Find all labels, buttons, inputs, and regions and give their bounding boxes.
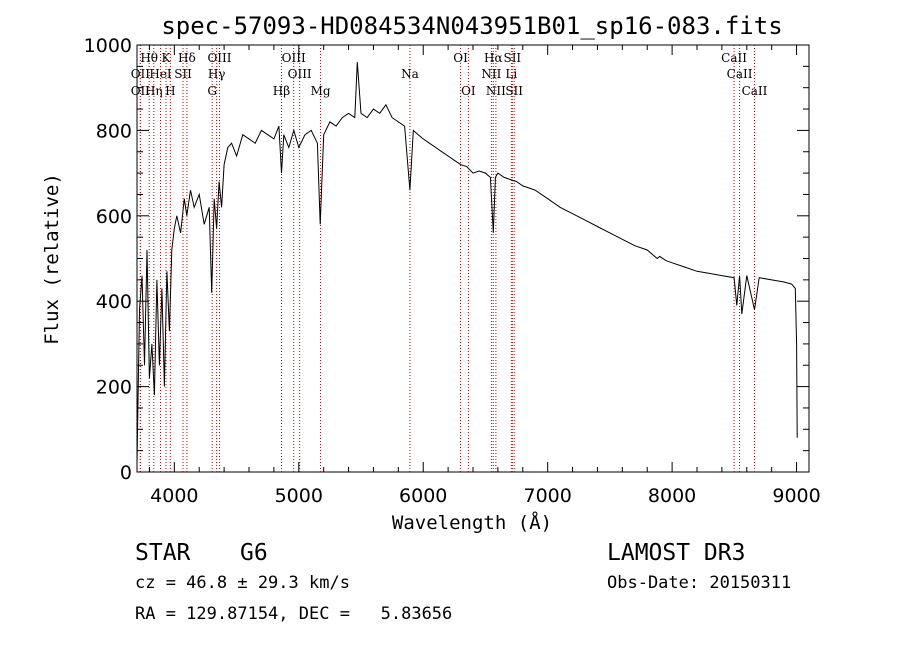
ra-dec: RA = 129.87154, DEC = 5.83656	[135, 604, 452, 624]
line-label: OIII	[288, 67, 312, 81]
x-axis-ticks: 4000 5000 6000 7000 8000 9000	[148, 45, 821, 507]
line-label: K	[162, 51, 172, 65]
obs-date: Obs-Date: 20150311	[607, 573, 791, 593]
line-label: CaII	[727, 67, 753, 81]
spectrum-line	[136, 62, 798, 464]
y-axis-label: Flux (relative)	[41, 173, 63, 345]
x-tick-label: 8000	[648, 485, 696, 507]
line-label: NII	[481, 67, 501, 81]
line-label: SII	[503, 51, 521, 65]
x-axis-label: Wavelength (Å)	[392, 511, 552, 534]
spectral-line-markers	[139, 45, 755, 472]
x-tick-label: 9000	[772, 485, 820, 507]
line-label: OI	[453, 51, 468, 65]
line-label: OIII	[282, 51, 306, 65]
line-label: CaII	[721, 51, 747, 65]
line-label: Na	[401, 67, 419, 81]
line-label: OII	[131, 67, 151, 81]
y-tick-label: 600	[96, 206, 132, 228]
y-tick-label: 400	[96, 291, 132, 313]
line-label: Hη	[145, 84, 163, 98]
line-label: Hδ	[178, 51, 196, 65]
line-label: Mg	[311, 84, 331, 98]
line-label: H	[165, 84, 175, 98]
line-label: G	[207, 84, 217, 98]
x-tick-label: 5000	[275, 485, 323, 507]
redshift-cz: cz = 46.8 ± 29.3 km/s	[135, 573, 350, 593]
line-label: Hα	[484, 51, 503, 65]
object-subclass: G6	[240, 540, 268, 566]
line-label: Li	[505, 67, 517, 81]
plot-frame	[136, 44, 810, 473]
line-label: SII	[505, 84, 523, 98]
chart-title: spec-57093-HD084534N043951B01_sp16-083.f…	[161, 12, 782, 40]
object-class: STAR	[135, 540, 191, 566]
y-tick-label: 200	[96, 377, 132, 399]
line-label: OIII	[207, 51, 231, 65]
line-label: CaII	[742, 84, 768, 98]
line-label: OI	[461, 84, 476, 98]
line-label: HeI	[149, 67, 172, 81]
line-label: OII	[131, 84, 151, 98]
line-label: NII	[486, 84, 506, 98]
y-tick-label: 1000	[84, 35, 132, 57]
x-tick-label: 7000	[523, 485, 571, 507]
y-axis-ticks: 0 200 400 600 800 1000	[84, 35, 809, 484]
line-label: Hγ	[208, 67, 226, 81]
y-tick-label: 800	[96, 120, 132, 142]
y-tick-label: 0	[120, 462, 132, 484]
x-tick-label: 6000	[399, 485, 447, 507]
line-label: Hβ	[273, 84, 290, 98]
line-label: SII	[174, 67, 192, 81]
x-tick-label: 4000	[150, 485, 198, 507]
survey-name: LAMOST DR3	[607, 540, 745, 566]
line-label: Hθ	[140, 51, 158, 65]
